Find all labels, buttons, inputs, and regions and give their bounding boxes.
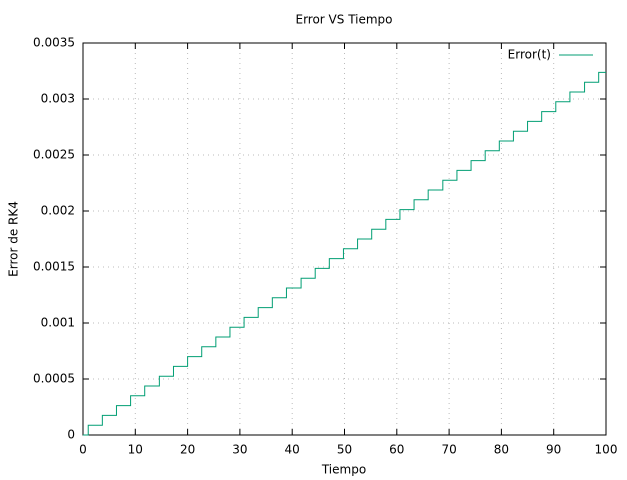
x-tick-label: 80: [494, 443, 509, 457]
x-tick-label: 20: [180, 443, 195, 457]
x-tick-label: 90: [546, 443, 561, 457]
x-tick-label: 40: [285, 443, 300, 457]
x-tick-label: 30: [232, 443, 247, 457]
x-tick-label: 50: [337, 443, 352, 457]
chart-title: Error VS Tiempo: [295, 13, 392, 27]
y-tick-label: 0.0005: [33, 372, 75, 386]
y-tick-label: 0.001: [41, 316, 75, 330]
y-tick-label: 0.0035: [33, 36, 75, 50]
x-tick-label: 10: [128, 443, 143, 457]
y-tick-label: 0.0015: [33, 260, 75, 274]
x-tick-label: 100: [595, 443, 618, 457]
y-tick-label: 0.003: [41, 92, 75, 106]
data-line: [83, 71, 606, 436]
x-tick-label: 70: [441, 443, 456, 457]
x-tick-label: 0: [79, 443, 87, 457]
x-tick-label: 60: [389, 443, 404, 457]
plot-frame: [82, 42, 607, 436]
y-tick-label: 0.002: [41, 204, 75, 218]
y-tick-label: 0: [67, 428, 75, 442]
y-axis-label: Error de RK4: [7, 201, 21, 277]
legend-label: Error(t): [508, 48, 551, 62]
x-axis-label: Tiempo: [321, 463, 366, 477]
y-tick-label: 0.0025: [33, 148, 75, 162]
